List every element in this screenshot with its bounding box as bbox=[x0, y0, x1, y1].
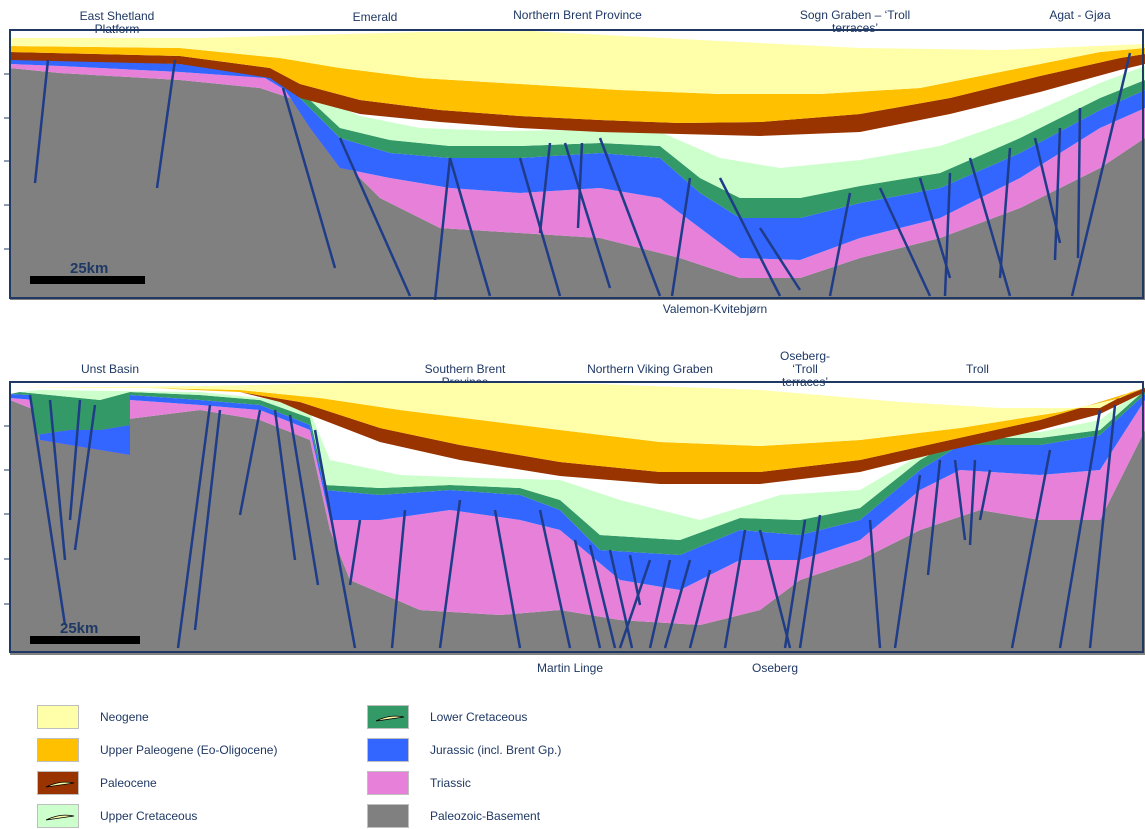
layer-upper-cretaceous bbox=[275, 66, 1145, 198]
legend-lens-marker-icon bbox=[45, 781, 75, 788]
label-unst-basin: Unst Basin bbox=[80, 362, 140, 376]
layer-upper-paleogene-b bbox=[150, 388, 1145, 472]
legend-swatch-jurassic bbox=[367, 738, 409, 762]
legend-swatch-lower-cretaceous bbox=[367, 705, 409, 729]
fault-lines-b bbox=[28, 394, 1117, 649]
scale-bar-a: 25km bbox=[30, 258, 150, 288]
legend-label-neogene: Neogene bbox=[100, 710, 149, 724]
legend-label-upper-paleogene: Upper Paleogene (Eo-Oligocene) bbox=[100, 743, 278, 757]
legend-label-lower-cretaceous: Lower Cretaceous bbox=[430, 710, 528, 724]
legend-lens-marker-icon bbox=[375, 715, 405, 722]
label-sogn-graben: Sogn Graben – ‘Troll terraces’ bbox=[799, 8, 911, 35]
legend-swatch-upper-cretaceous bbox=[37, 804, 79, 828]
layer-upper-paleogene bbox=[10, 46, 1145, 123]
legend-swatch-paleozoic-basement bbox=[367, 804, 409, 828]
cross-section-a-frame bbox=[9, 29, 1144, 299]
legend-swatch-paleocene bbox=[37, 771, 79, 795]
scale-bar-line-a bbox=[30, 276, 145, 284]
layer-neogene bbox=[10, 31, 1145, 94]
legend-swatch-neogene bbox=[37, 705, 79, 729]
cross-section-b: 25km bbox=[0, 380, 1145, 655]
depth-ticks-a bbox=[4, 73, 10, 250]
label-martin-linge: Martin Linge bbox=[536, 661, 604, 675]
label-oseberg: Oseberg bbox=[751, 661, 799, 675]
layer-neogene-b bbox=[10, 382, 1145, 446]
layer-upper-cretaceous-b bbox=[20, 386, 1145, 540]
label-troll: Troll bbox=[966, 362, 989, 376]
layer-paleocene bbox=[10, 52, 1145, 136]
legend-swatch-triassic bbox=[367, 771, 409, 795]
legend-label-triassic: Triassic bbox=[430, 776, 471, 790]
legend-label-paleozoic-basement: Paleozoic-Basement bbox=[430, 809, 541, 823]
cross-section-a-graphic bbox=[4, 29, 1145, 300]
legend-label-upper-cretaceous: Upper Cretaceous bbox=[100, 809, 198, 823]
legend: Neogene Upper Paleogene (Eo-Oligocene) P… bbox=[0, 700, 1145, 829]
legend-swatch-upper-paleogene bbox=[37, 738, 79, 762]
scale-bar-line-b bbox=[30, 636, 140, 644]
cross-section-b-graphic bbox=[4, 381, 1145, 655]
label-valemon-kvitebjorn: Valemon-Kvitebjørn bbox=[662, 302, 768, 316]
label-oseberg-troll-terraces: Oseberg- ‘Troll terraces’ bbox=[779, 349, 831, 389]
layer-basement-b bbox=[10, 400, 1145, 655]
scale-label-b: 25km bbox=[60, 620, 99, 637]
label-emerald: Emerald bbox=[352, 10, 398, 24]
cross-section-b-frame bbox=[9, 381, 1144, 653]
legend-label-jurassic: Jurassic (incl. Brent Gp.) bbox=[430, 743, 562, 757]
fault-lines bbox=[33, 52, 1132, 300]
layer-triassic bbox=[10, 64, 1145, 278]
label-agat-gjoa: Agat - Gjøa bbox=[1049, 8, 1111, 22]
label-northern-viking-graben: Northern Viking Graben bbox=[587, 362, 713, 376]
scale-bar-b: 25km bbox=[30, 618, 150, 648]
label-northern-brent-province: Northern Brent Province bbox=[513, 8, 642, 22]
legend-lens-marker-icon bbox=[45, 814, 75, 821]
layer-jurassic bbox=[10, 58, 1145, 260]
cross-section-a: 25km bbox=[0, 28, 1145, 300]
scale-label-a: 25km bbox=[70, 260, 109, 277]
layer-lower-cretaceous-b bbox=[10, 390, 1145, 555]
layer-paleocene-b bbox=[240, 388, 1145, 484]
layer-lower-cretaceous bbox=[280, 80, 1145, 218]
depth-ticks-b bbox=[4, 425, 10, 605]
label-east-shetland-platform: East Shetland Platform bbox=[79, 9, 155, 36]
legend-label-paleocene: Paleocene bbox=[100, 776, 157, 790]
